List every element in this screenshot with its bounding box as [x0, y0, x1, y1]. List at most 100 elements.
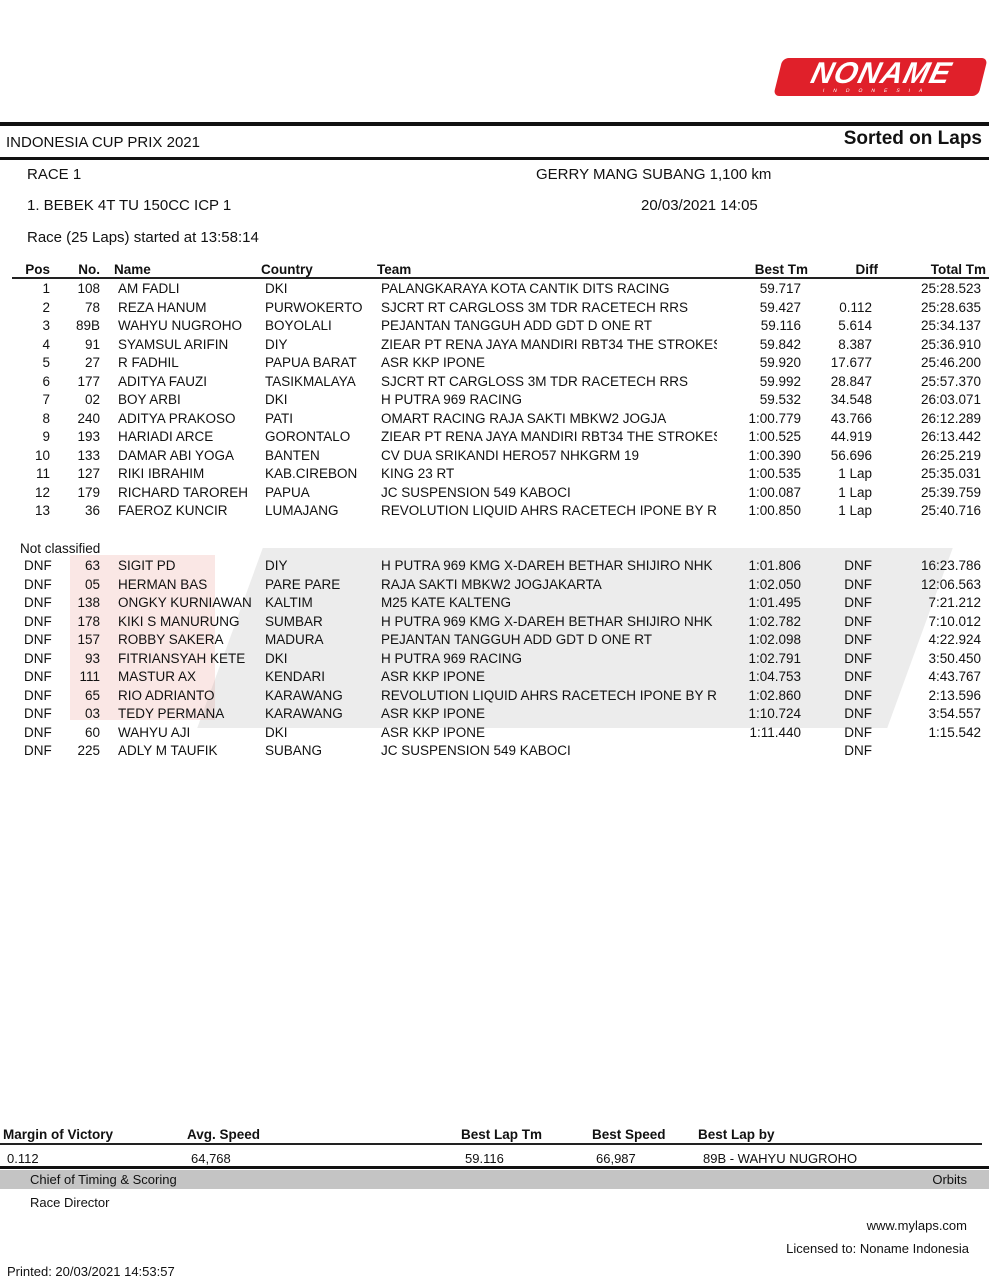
number-cell: 02 [84, 392, 100, 407]
table-row: 6 177 ADITYA FAUZI TASIKMALAYA SJCRT RT CARG… [0, 374, 989, 393]
table-row: DNF 63 SIGIT PD DIY H PUTRA 969 KMG X-DAREH … [0, 558, 989, 577]
diff-cell: 56.696 [830, 447, 872, 463]
col-total: Total Tm [930, 262, 986, 277]
watermark-square [70, 555, 215, 720]
best-time-cell: 1:00.779 [748, 410, 801, 426]
diff-cell: 0.112 [839, 299, 872, 315]
total-time-cell: 7:21.212 [928, 595, 981, 610]
printed-timestamp: Printed: 20/03/2021 14:53:57 [7, 1264, 175, 1279]
position-cell: 11 [35, 466, 50, 481]
best-time-cell: 59.427 [759, 299, 801, 315]
number-cell: 111 [79, 669, 100, 684]
country-cell: DIY [265, 558, 288, 573]
position-cell: DNF [24, 650, 52, 666]
diff-cell: DNF [844, 558, 872, 573]
number-cell: 178 [77, 613, 100, 629]
name-cell: RICHARD TAROREH [118, 484, 249, 500]
total-time-cell: 26:12.289 [920, 410, 981, 426]
total-time-cell: 4:22.924 [928, 632, 981, 647]
country-cell: MADURA [265, 632, 324, 647]
diff-cell: 43.766 [830, 410, 872, 426]
class-label: 1. BEBEK 4T TU 150CC ICP 1 [27, 197, 232, 214]
best-time-cell: 1:04.753 [748, 669, 801, 684]
best-time-cell: 1:02.860 [748, 687, 801, 703]
table-row: DNF 138 ONGKY KURNIAWAN KALTIM M25 KATE KALT… [0, 595, 989, 614]
total-time-cell: 25:28.523 [920, 281, 981, 296]
table-row: DNF 05 HERMAN BAS PARE PARE RAJA SAKTI MBKW2… [0, 577, 989, 596]
number-cell: 05 [84, 576, 100, 592]
position-cell: 4 [42, 336, 50, 352]
total-time-cell: 26:13.442 [920, 429, 981, 444]
summary-bestby-label: Best Lap by [698, 1127, 775, 1142]
summary-bestlap-label: Best Lap Tm [461, 1127, 543, 1142]
header-rule-bottom [0, 157, 989, 160]
total-time-cell: 26:25.219 [920, 447, 981, 463]
total-time-cell: 25:46.200 [920, 355, 981, 370]
name-cell: DAMAR ABI YOGA [118, 447, 235, 463]
total-time-cell: 26:03.071 [920, 392, 981, 407]
best-time-cell: 59.992 [759, 373, 801, 389]
name-cell: SYAMSUL ARIFIN [118, 336, 229, 352]
diff-cell: DNF [844, 613, 872, 629]
table-row: 9 193 HARIADI ARCE GORONTALO ZIEAR PT RENA J… [0, 429, 989, 448]
team-cell: JC SUSPENSION 549 KABOCI [381, 484, 571, 500]
name-cell: ADITYA FAUZI [118, 373, 208, 389]
name-cell: KIKI S MANURUNG [118, 613, 240, 629]
name-cell: REZA HANUM [118, 299, 207, 315]
header-rule-top [0, 122, 989, 126]
team-cell: KING 23 RT [381, 466, 455, 481]
footer-rule [0, 1166, 989, 1169]
country-cell: PAPUA [265, 484, 310, 500]
team-cell: SJCRT RT CARGLOSS 3M TDR RACETECH RRS [381, 373, 689, 389]
name-cell: MASTUR AX [118, 669, 197, 684]
footer-band [0, 1170, 989, 1189]
team-cell: ZIEAR PT RENA JAYA MANDIRI RBT34 THE STR… [381, 336, 717, 352]
website-link[interactable]: www.mylaps.com [866, 1218, 967, 1233]
race-label: RACE 1 [27, 166, 82, 183]
table-row: 1 108 AM FADLI DKI PALANGKARAYA KOTA CANTIK … [0, 281, 989, 300]
diff-cell: 8.387 [838, 336, 872, 352]
name-cell: ROBBY SAKERA [118, 632, 224, 647]
position-cell: DNF [24, 706, 52, 721]
position-cell: 7 [42, 392, 50, 407]
country-cell: PURWOKERTO [265, 299, 363, 315]
total-time-cell: 12:06.563 [920, 576, 981, 592]
diff-cell: 17.677 [830, 355, 872, 370]
logo-sub: INDONESIA [821, 88, 933, 94]
total-time-cell: 2:13.596 [928, 687, 981, 703]
country-cell: KARAWANG [265, 687, 343, 703]
name-cell: RIKI IBRAHIM [118, 466, 205, 481]
total-time-cell: 25:39.759 [920, 484, 981, 500]
country-cell: GORONTALO [265, 429, 351, 444]
team-cell: H PUTRA 969 RACING [381, 392, 523, 407]
name-cell: ADLY M TAUFIK [118, 743, 218, 758]
table-row: 13 36 FAEROZ KUNCIR LUMAJANG REVOLUTION LIQU… [0, 503, 989, 522]
number-cell: 133 [77, 447, 100, 463]
position-cell: DNF [24, 724, 52, 740]
number-cell: 60 [84, 724, 100, 740]
total-time-cell: 25:34.137 [920, 318, 981, 333]
country-cell: DKI [265, 392, 288, 407]
orbits-label: Orbits [932, 1172, 967, 1187]
team-cell: ASR KKP IPONE [381, 669, 486, 684]
name-cell: FAEROZ KUNCIR [118, 503, 228, 518]
race-datetime: 20/03/2021 14:05 [641, 197, 758, 214]
number-cell: 78 [84, 299, 100, 315]
name-cell: BOY ARBI [118, 392, 181, 407]
best-time-cell: 1:02.791 [748, 650, 801, 666]
number-cell: 179 [77, 484, 100, 500]
total-time-cell: 7:10.012 [928, 613, 981, 629]
diff-cell: 1 Lap [838, 466, 872, 481]
number-cell: 91 [84, 336, 100, 352]
team-cell: SJCRT RT CARGLOSS 3M TDR RACETECH RRS [381, 299, 689, 315]
team-cell: ASR KKP IPONE [381, 706, 486, 721]
diff-cell: 1 Lap [838, 503, 872, 518]
circuit-label: GERRY MANG SUBANG 1,100 km [536, 166, 772, 183]
race-start-info: Race (25 Laps) started at 13:58:14 [27, 229, 259, 246]
number-cell: 108 [77, 281, 100, 296]
name-cell: SIGIT PD [118, 558, 176, 573]
position-cell: DNF [24, 613, 52, 629]
diff-cell: DNF [844, 706, 872, 721]
summary-bestby-value: 89B - WAHYU NUGROHO [703, 1151, 858, 1166]
diff-cell: 1 Lap [838, 484, 872, 500]
